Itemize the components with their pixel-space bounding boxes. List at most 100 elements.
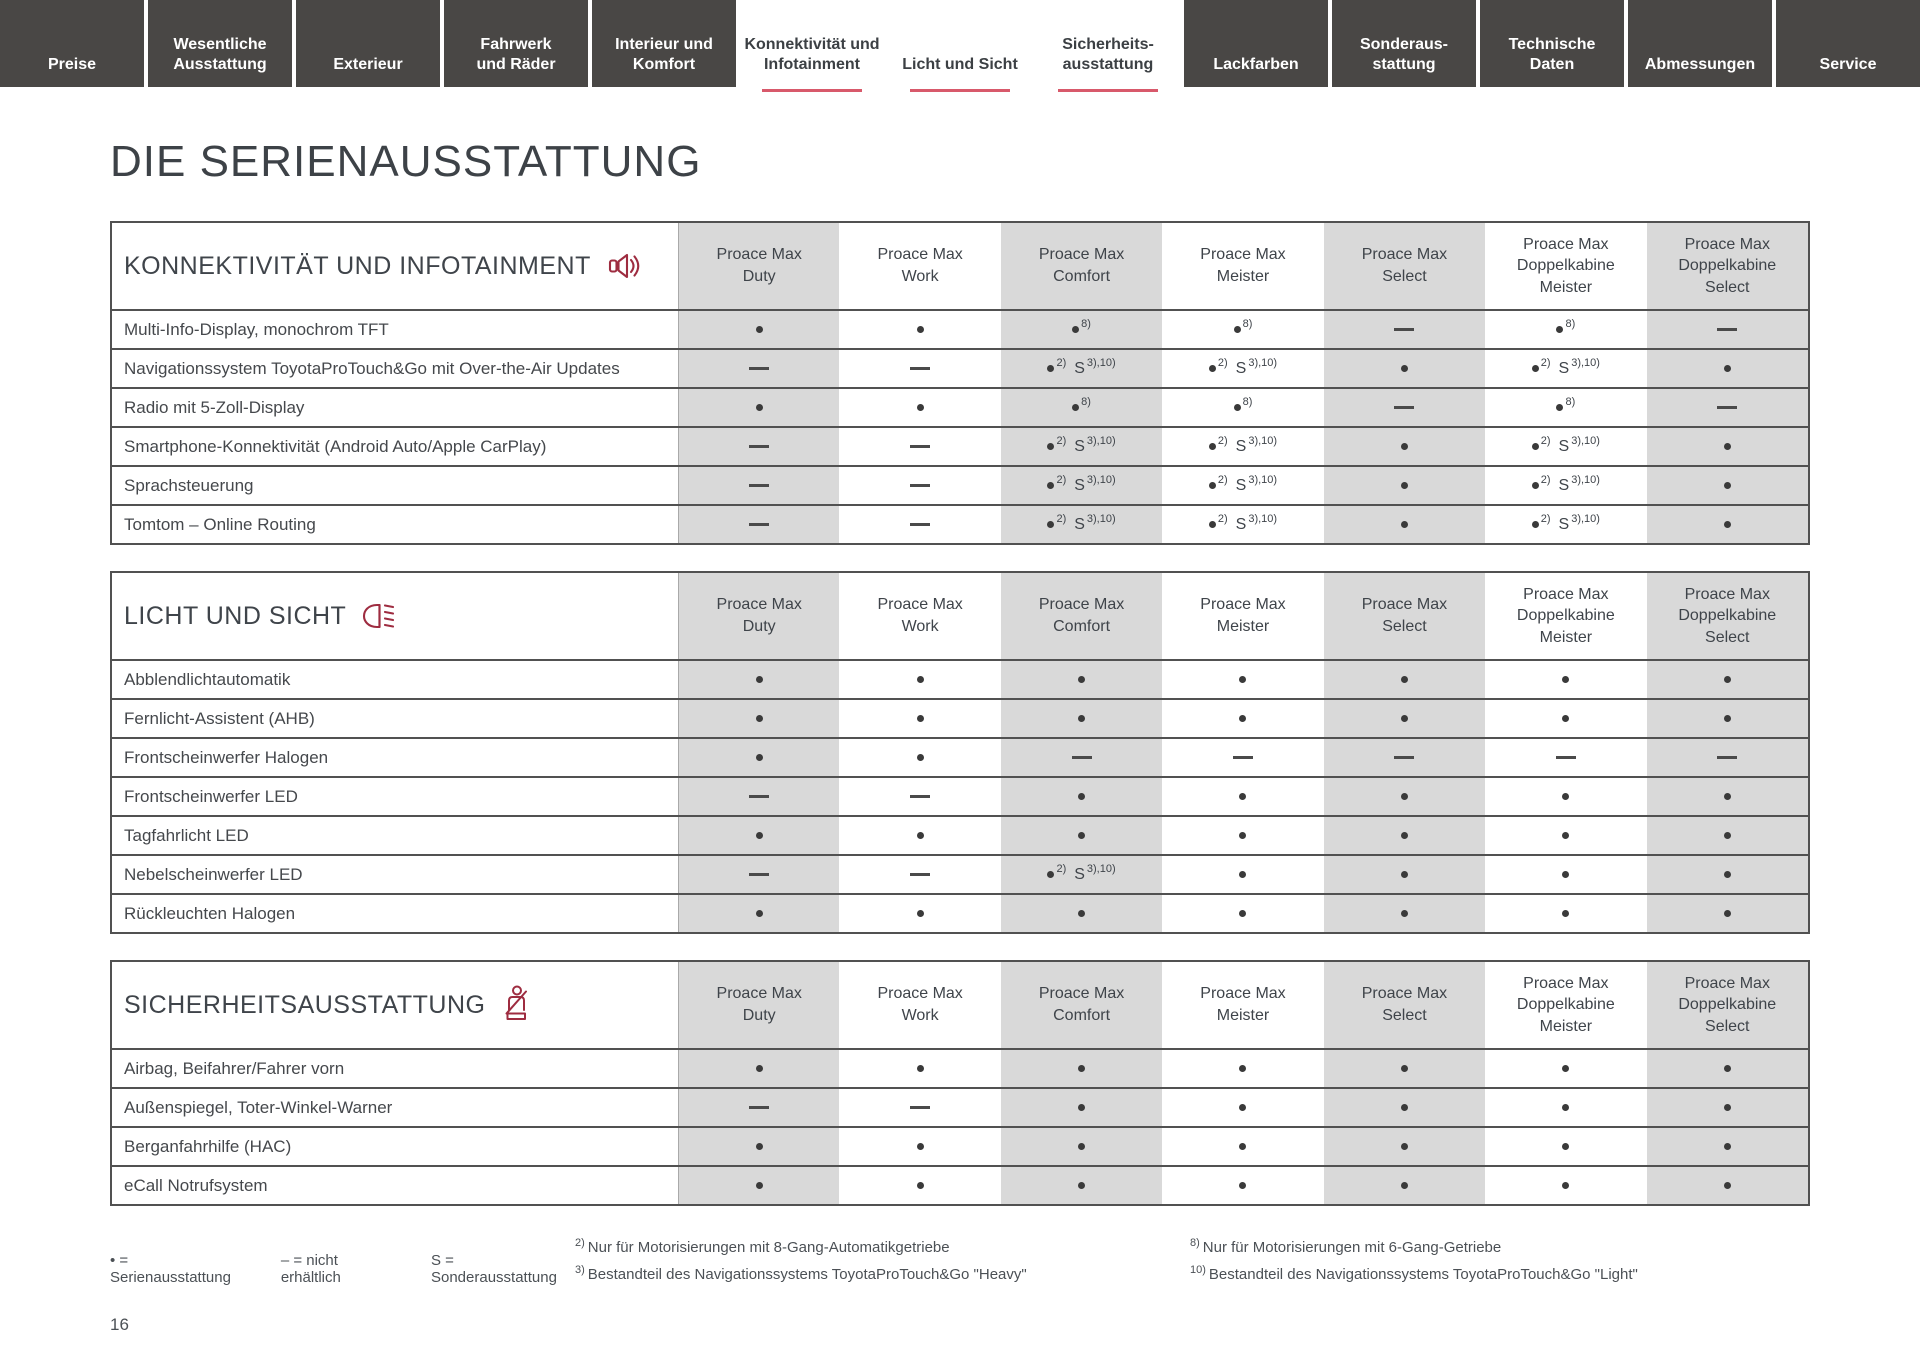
dot-icon: [1400, 1104, 1408, 1111]
standard-equipment-marker: [1400, 910, 1408, 917]
footnote-8-text: Nur für Motorisierungen mit 6-Gang-Getri…: [1202, 1239, 1502, 1256]
equipment-cell: [678, 856, 840, 893]
equipment-cell: [1323, 817, 1486, 854]
dot-icon: [755, 1182, 763, 1189]
standard-equipment-marker: 8): [1233, 318, 1252, 336]
standard-or-optional-marker: 2) S 3),10): [1208, 473, 1278, 495]
tab-konnektivität-und-infotainment[interactable]: Konnektivität und Infotainment: [740, 0, 884, 92]
tab-label: Fahrwerk und Räder: [476, 36, 556, 73]
tab-preise[interactable]: Preise: [0, 0, 144, 87]
standard-or-optional-marker: 2) S 3),10): [1047, 862, 1116, 884]
dot-icon: [755, 754, 763, 761]
table-title: LICHT UND SICHT: [124, 601, 347, 630]
dot-icon: [1723, 1182, 1731, 1189]
table-title: KONNEKTIVITÄT UND INFOTAINMENT: [124, 251, 591, 280]
footnotes-column-1: 2) Nur für Motorisierungen mit 8-Gang-Aut…: [575, 1234, 1190, 1289]
row-label: Frontscheinwerfer Halogen: [124, 747, 329, 767]
tab-lackfarben[interactable]: Lackfarben: [1184, 0, 1328, 87]
dash-icon: [1717, 756, 1738, 759]
footnotes-column-2: 8) Nur für Motorisierungen mit 6-Gang-Get…: [1190, 1234, 1810, 1289]
dot-icon: [1562, 676, 1570, 683]
tab-sicherheits-ausstattung[interactable]: Sicherheits- ausstattung: [1036, 0, 1180, 92]
speaker-icon: [605, 249, 645, 283]
footnote-10: 10) Bestandteil des Navigationssystems To…: [1190, 1261, 1810, 1288]
dot-icon: [755, 715, 763, 722]
equipment-cell: [839, 1128, 1000, 1165]
dot-icon: [1400, 443, 1408, 450]
tab-sonderaus-stattung[interactable]: Sonderaus- stattung: [1332, 0, 1476, 87]
dot-icon: [1078, 1182, 1086, 1189]
footnote-3-text: Bestandteil des Navigationssystems Toyot…: [587, 1266, 1027, 1284]
standard-or-optional-marker: 2) S 3),10): [1208, 513, 1277, 534]
dot-icon: [916, 910, 924, 917]
standard-equipment-marker: [1562, 676, 1570, 683]
equipment-cell: [678, 428, 840, 465]
standard-equipment-marker: [1723, 832, 1731, 839]
footnote-3: 3) Bestandteil des Navigationssystems Toy…: [575, 1261, 1190, 1288]
standard-equipment-marker: [916, 676, 924, 683]
standard-equipment-marker: [1723, 1065, 1731, 1072]
equipment-cell: [1323, 389, 1486, 426]
standard-equipment-marker: [1239, 1143, 1247, 1150]
standard-or-optional-marker: 2) S 3),10): [1531, 356, 1600, 378]
optional-equipment-s: S: [1235, 359, 1247, 377]
footnote-ref: 2): [1217, 434, 1228, 447]
not-available-marker: [749, 523, 770, 526]
footnote-ref: 2): [1540, 356, 1551, 369]
equipment-cell: [1323, 1089, 1486, 1126]
footnote-ref: 3),10): [1086, 862, 1116, 875]
not-available-marker: [1717, 328, 1738, 331]
equipment-cell: [839, 739, 1000, 776]
tab-exterieur[interactable]: Exterieur: [296, 0, 440, 87]
page-title: DIE SERIENAUSSTATTUNG: [110, 137, 702, 186]
tab-abmessungen[interactable]: Abmessungen: [1628, 0, 1772, 87]
tab-technische-daten[interactable]: Technische Daten: [1480, 0, 1624, 87]
dot-icon: [1208, 365, 1216, 372]
equipment-cell: [1000, 739, 1163, 776]
standard-equipment-marker: [1723, 482, 1731, 489]
tab-wesentliche-ausstattung[interactable]: Wesentliche Ausstattung: [148, 0, 292, 87]
standard-equipment-marker: [1723, 715, 1731, 722]
standard-equipment-marker: [1723, 365, 1731, 372]
tab-label: Preise: [47, 56, 97, 73]
dot-icon: [1400, 482, 1408, 489]
tab-fahrwerk-und-räder[interactable]: Fahrwerk und Räder: [444, 0, 588, 87]
table-row: Airbag, Beifahrer/Fahrer vorn: [112, 1048, 1808, 1087]
not-available-marker: [1717, 406, 1738, 409]
tab-interieur-und-komfort[interactable]: Interieur und Komfort: [592, 0, 736, 87]
column-header-select: Proace Max Select: [1323, 962, 1486, 1048]
legend-item-nicht-erhaeltlich: – = nicht erhältlich: [280, 1251, 341, 1286]
standard-equipment-marker: [1400, 676, 1408, 683]
dot-icon: [1723, 832, 1731, 839]
dot-icon: [1723, 482, 1731, 489]
dot-icon: [1072, 326, 1080, 333]
not-available-marker: [749, 795, 770, 798]
not-available-marker: [749, 367, 770, 370]
dot-icon: [1562, 910, 1570, 917]
standard-equipment-marker: [916, 832, 924, 839]
column-header-comfort: Proace Max Comfort: [1000, 573, 1163, 659]
equipment-cell: [678, 739, 840, 776]
footnote-ref: 3),10): [1248, 473, 1278, 486]
tab-label: Sonderaus- stattung: [1359, 36, 1448, 73]
dash-icon: [749, 367, 770, 370]
tab-label: Interieur und Komfort: [615, 36, 713, 73]
dot-icon: [1400, 1182, 1408, 1189]
dot-icon: [1400, 1143, 1408, 1150]
equipment-cell: [678, 778, 840, 815]
equipment-cell: [678, 661, 840, 698]
equipment-cell: 8): [1000, 311, 1163, 348]
equipment-cell: [678, 467, 840, 504]
optional-equipment-s: S: [1558, 515, 1570, 533]
dot-icon: [1400, 793, 1408, 800]
not-available-marker: [910, 484, 931, 487]
column-header-doppelkabine-select: Proace Max Doppelkabine Select: [1646, 962, 1808, 1048]
equipment-cell: [1646, 1050, 1808, 1087]
column-header-duty: Proace Max Duty: [678, 573, 840, 659]
equipment-cell: [1323, 350, 1486, 387]
dash-icon: [1717, 328, 1738, 331]
tab-service[interactable]: Service: [1776, 0, 1920, 87]
top-nav: Preise Wesentliche Ausstattung Exterieur Fa…: [0, 0, 1920, 92]
tab-licht-und-sicht[interactable]: Licht und Sicht: [888, 0, 1032, 92]
standard-equipment-marker: [1078, 1143, 1086, 1150]
